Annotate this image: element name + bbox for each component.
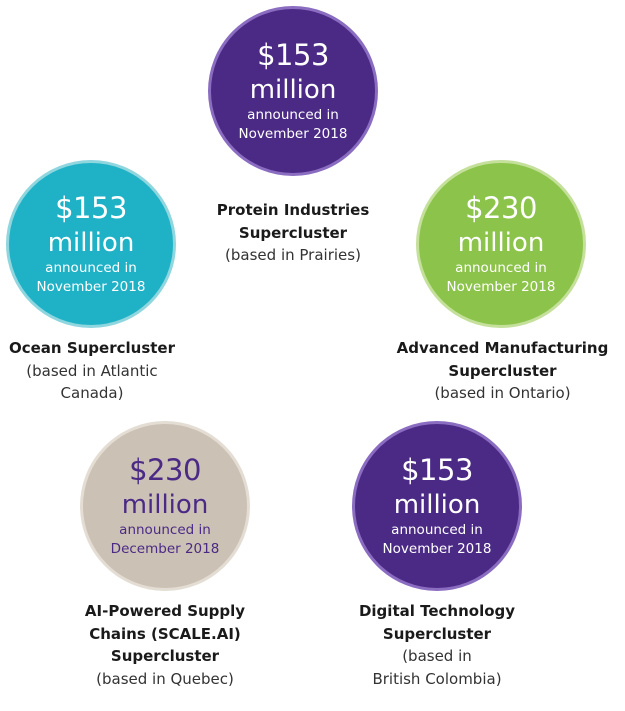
cluster-label-digital-technology: Digital Technology Supercluster (based i… (337, 600, 537, 690)
cluster-name-line: Ocean Supercluster (8, 339, 175, 357)
announced-date: November 2018 (446, 278, 556, 295)
cluster-label-protein: Protein Industries Supercluster (based i… (193, 199, 393, 267)
funding-amount: $153 (257, 37, 329, 72)
funding-unit: million (121, 489, 209, 520)
cluster-name-line: Supercluster (110, 647, 220, 665)
cluster-name-line: Supercluster (448, 361, 557, 380)
cluster-name-line: Supercluster (238, 223, 348, 242)
cluster-location: (based in (402, 647, 472, 665)
cluster-location: (based in Ontario) (434, 384, 571, 402)
announced-label: announced in (391, 521, 483, 538)
announced-label: announced in (455, 259, 547, 276)
announced-label: announced in (247, 106, 339, 123)
funding-unit: million (47, 227, 135, 258)
cluster-name-line: Protein Industries (216, 201, 370, 219)
funding-circle-digital-technology: $153 million announced in November 2018 (352, 421, 522, 591)
funding-circle-ocean: $153 million announced in November 2018 (6, 160, 176, 328)
cluster-location: Canada) (60, 384, 124, 402)
funding-amount: $153 (401, 452, 473, 487)
funding-amount: $230 (465, 190, 537, 225)
cluster-location: British Colombia) (372, 669, 502, 688)
funding-unit: million (457, 227, 545, 258)
cluster-location: (based in Prairies) (225, 246, 361, 264)
cluster-name-line: Supercluster (382, 624, 492, 643)
funding-unit: million (249, 74, 337, 105)
funding-circle-protein: $153 million announced in November 2018 (208, 6, 378, 176)
funding-circle-scale-ai: $230 million announced in December 2018 (80, 421, 250, 591)
cluster-label-scale-ai: AI-Powered Supply Chains (SCALE.AI) Supe… (62, 600, 268, 690)
announced-date: November 2018 (382, 540, 492, 557)
funding-amount: $230 (129, 452, 201, 487)
cluster-name-line: Advanced Manufacturing (396, 339, 609, 357)
cluster-location: (based in Quebec) (96, 669, 234, 688)
announced-label: announced in (45, 259, 137, 276)
announced-date: November 2018 (36, 278, 146, 295)
announced-date: December 2018 (110, 540, 220, 557)
funding-unit: million (393, 489, 481, 520)
funding-circle-advanced-manufacturing: $230 million announced in November 2018 (416, 160, 586, 328)
cluster-name-line: Chains (SCALE.AI) (89, 624, 241, 643)
announced-date: November 2018 (238, 125, 348, 142)
funding-amount: $153 (55, 190, 127, 225)
cluster-name-line: AI-Powered Supply (84, 602, 246, 620)
cluster-location: (based in Atlantic (26, 361, 158, 380)
cluster-label-advanced-manufacturing: Advanced Manufacturing Supercluster (bas… (385, 337, 620, 405)
announced-label: announced in (119, 521, 211, 538)
cluster-name-line: Digital Technology (358, 602, 516, 620)
cluster-label-ocean: Ocean Supercluster (based in Atlantic Ca… (0, 337, 184, 405)
